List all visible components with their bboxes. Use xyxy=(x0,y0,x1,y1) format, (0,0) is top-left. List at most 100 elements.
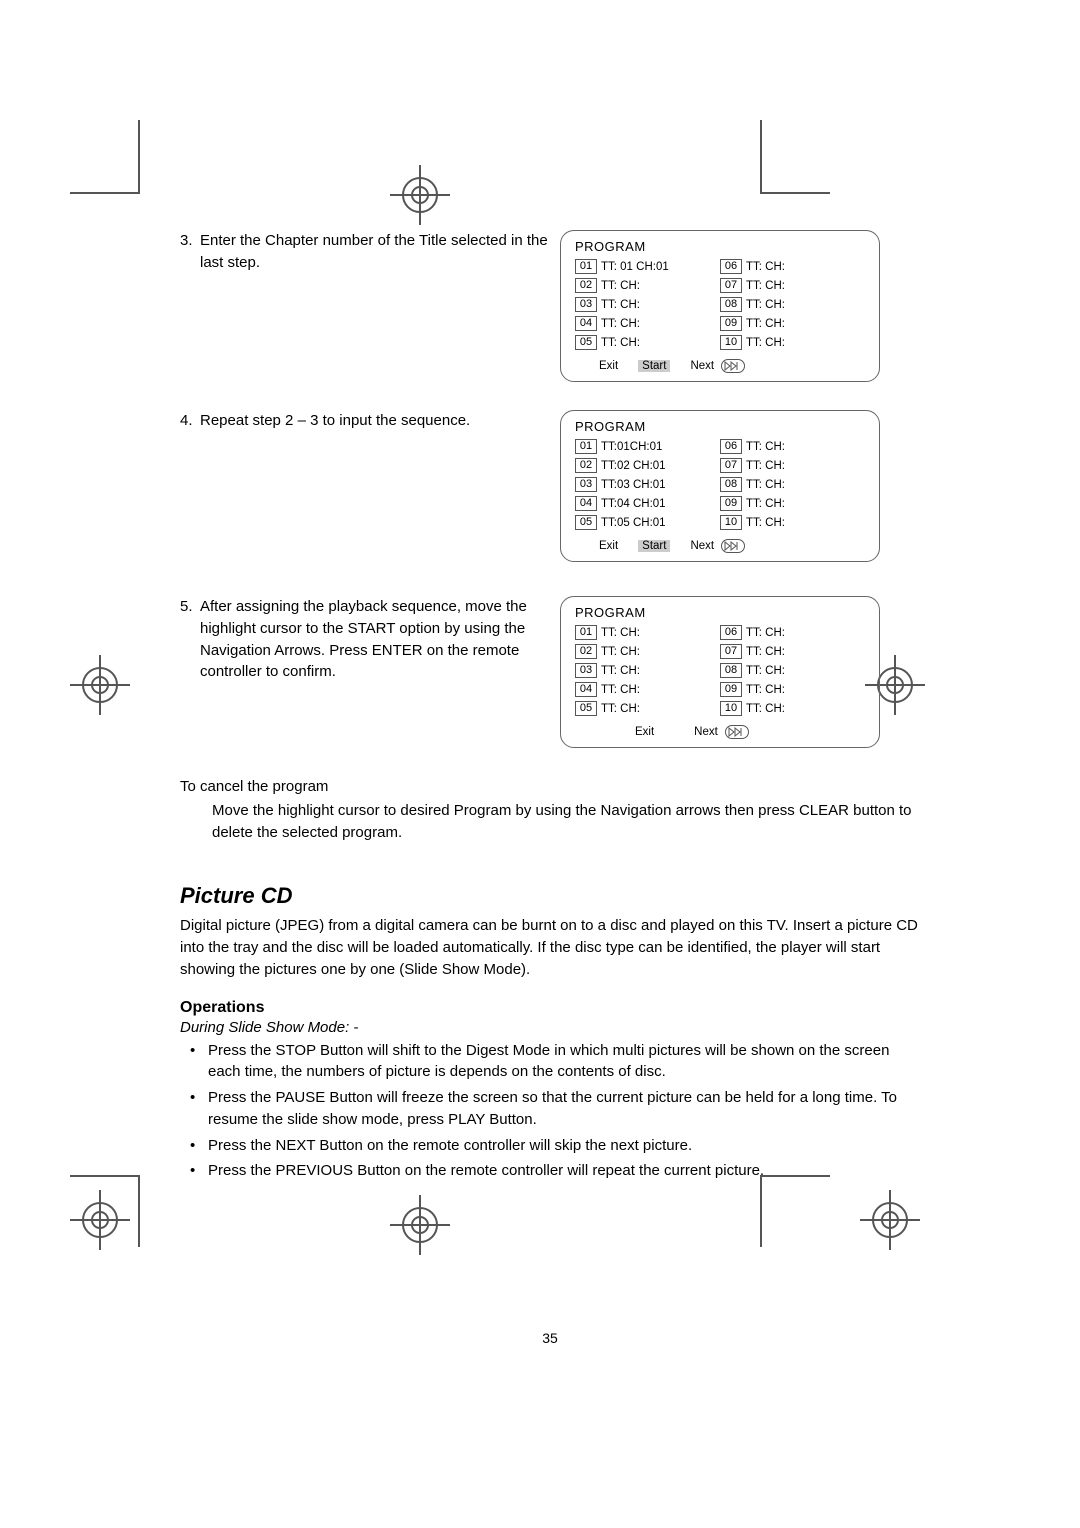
program-slot-number: 01 xyxy=(575,439,597,454)
program-next: Next xyxy=(694,725,749,739)
program-row: 01 TT:01CH:01 xyxy=(575,438,720,455)
picture-cd-para: Digital picture (JPEG) from a digital ca… xyxy=(180,915,920,980)
program-row: 08TT: CH: xyxy=(720,476,865,493)
program-slot-number: 04 xyxy=(575,316,597,331)
program-row: 10TT: CH: xyxy=(720,334,865,351)
crop-mark xyxy=(138,1175,140,1247)
program-exit: Exit xyxy=(599,360,618,372)
cancel-program-block: To cancel the program Move the highlight… xyxy=(180,776,920,843)
program-row: 05TT: CH: xyxy=(575,334,720,351)
step-number: 4. xyxy=(180,410,200,432)
picture-cd-heading: Picture CD xyxy=(180,883,920,909)
page-content: 3. Enter the Chapter number of the Title… xyxy=(180,230,920,1186)
program-footer: Exit Start Next xyxy=(575,539,865,553)
program-slot-number: 09 xyxy=(720,316,742,331)
program-slot-value: TT: CH: xyxy=(746,665,785,677)
program-next: Next xyxy=(690,359,745,373)
program-slot-value: TT:02 CH:01 xyxy=(601,460,666,472)
program-slot-value: TT: CH: xyxy=(601,703,640,715)
registration-mark-icon xyxy=(70,1190,130,1250)
step-5-text: 5. After assigning the playback sequence… xyxy=(180,596,550,683)
program-row: 09TT: CH: xyxy=(720,495,865,512)
program-slot-value: TT: CH: xyxy=(746,517,785,529)
program-slot-value: TT:03 CH:01 xyxy=(601,479,666,491)
crop-mark xyxy=(760,192,830,194)
step-5: 5. After assigning the playback sequence… xyxy=(180,596,920,748)
program-row: 01TT: CH: xyxy=(575,624,720,641)
program-slot-number: 03 xyxy=(575,663,597,678)
program-slot-value: TT: CH: xyxy=(746,441,785,453)
program-slot-value: TT: CH: xyxy=(601,627,640,639)
operations-subheading: During Slide Show Mode: - xyxy=(180,1019,920,1036)
operations-bullet: Press the PAUSE Button will freeze the s… xyxy=(180,1087,920,1131)
program-slot-value: TT: CH: xyxy=(746,318,785,330)
program-row: 01TT: 01 CH:01 xyxy=(575,258,720,275)
program-row: 02TT: CH: xyxy=(575,277,720,294)
program-row: 02 TT: CH: xyxy=(575,643,720,660)
program-slot-number: 02 xyxy=(575,644,597,659)
program-slot-number: 06 xyxy=(720,439,742,454)
cancel-heading: To cancel the program xyxy=(180,776,920,798)
program-slot-number: 08 xyxy=(720,663,742,678)
program-row: 05 TT:05 CH:01 xyxy=(575,514,720,531)
crop-mark xyxy=(760,120,762,192)
program-slot-number: 10 xyxy=(720,335,742,350)
program-row: 09 TT: CH: xyxy=(720,315,865,332)
program-slot-number: 06 xyxy=(720,259,742,274)
program-slot-number: 10 xyxy=(720,515,742,530)
program-row: 04TT: CH: xyxy=(575,315,720,332)
program-slot-number: 02 xyxy=(575,278,597,293)
next-icon xyxy=(721,359,745,373)
program-footer: Exit Next xyxy=(575,725,865,739)
program-slot-value: TT:01CH:01 xyxy=(601,441,662,453)
program-row: 07TT: CH: xyxy=(720,643,865,660)
operations-bullet: Press the PREVIOUS Button on the remote … xyxy=(180,1160,920,1182)
program-slot-number: 04 xyxy=(575,682,597,697)
step-number: 3. xyxy=(180,230,200,252)
program-slot-number: 03 xyxy=(575,477,597,492)
program-title: PROGRAM xyxy=(575,605,865,620)
program-slot-value: TT: CH: xyxy=(601,665,640,677)
program-footer: Exit Start Next xyxy=(575,359,865,373)
program-exit: Exit xyxy=(635,726,654,738)
program-title: PROGRAM xyxy=(575,419,865,434)
step-body: Repeat step 2 – 3 to input the sequence. xyxy=(200,410,550,432)
program-row: 04 TT:04 CH:01 xyxy=(575,495,720,512)
program-title: PROGRAM xyxy=(575,239,865,254)
program-next: Next xyxy=(690,539,745,553)
program-slot-value: TT: CH: xyxy=(601,684,640,696)
program-slot-value: TT:04 CH:01 xyxy=(601,498,666,510)
program-slot-number: 07 xyxy=(720,644,742,659)
program-slot-value: TT: CH: xyxy=(601,646,640,658)
program-slot-value: TT:05 CH:01 xyxy=(601,517,666,529)
program-slot-number: 08 xyxy=(720,477,742,492)
operations-heading: Operations xyxy=(180,999,920,1017)
program-row: 09TT: CH: xyxy=(720,681,865,698)
program-row: 08 TT: CH: xyxy=(720,662,865,679)
program-row: 05TT: CH: xyxy=(575,700,720,717)
program-row: 10TT: CH: xyxy=(720,700,865,717)
program-slot-number: 08 xyxy=(720,297,742,312)
program-start: Start xyxy=(638,360,670,372)
step-4: 4. Repeat step 2 – 3 to input the sequen… xyxy=(180,410,920,562)
program-slot-value: TT: CH: xyxy=(746,299,785,311)
program-slot-number: 01 xyxy=(575,259,597,274)
program-slot-number: 05 xyxy=(575,515,597,530)
program-slot-value: TT: CH: xyxy=(746,684,785,696)
program-row: 06TT: CH: xyxy=(720,624,865,641)
program-row: 03TT: CH: xyxy=(575,296,720,313)
program-slot-value: TT: CH: xyxy=(601,337,640,349)
crop-mark xyxy=(138,120,140,192)
program-start: Start xyxy=(638,540,670,552)
step-number: 5. xyxy=(180,596,200,618)
program-slot-number: 04 xyxy=(575,496,597,511)
program-slot-value: TT: CH: xyxy=(746,280,785,292)
operations-list: Press the STOP Button will shift to the … xyxy=(180,1040,920,1183)
step-body: Enter the Chapter number of the Title se… xyxy=(200,230,550,274)
registration-mark-icon xyxy=(390,1195,450,1255)
next-icon xyxy=(725,725,749,739)
program-slot-number: 09 xyxy=(720,496,742,511)
program-slot-number: 02 xyxy=(575,458,597,473)
crop-mark xyxy=(70,192,140,194)
program-row: 03 TT:03 CH:01 xyxy=(575,476,720,493)
